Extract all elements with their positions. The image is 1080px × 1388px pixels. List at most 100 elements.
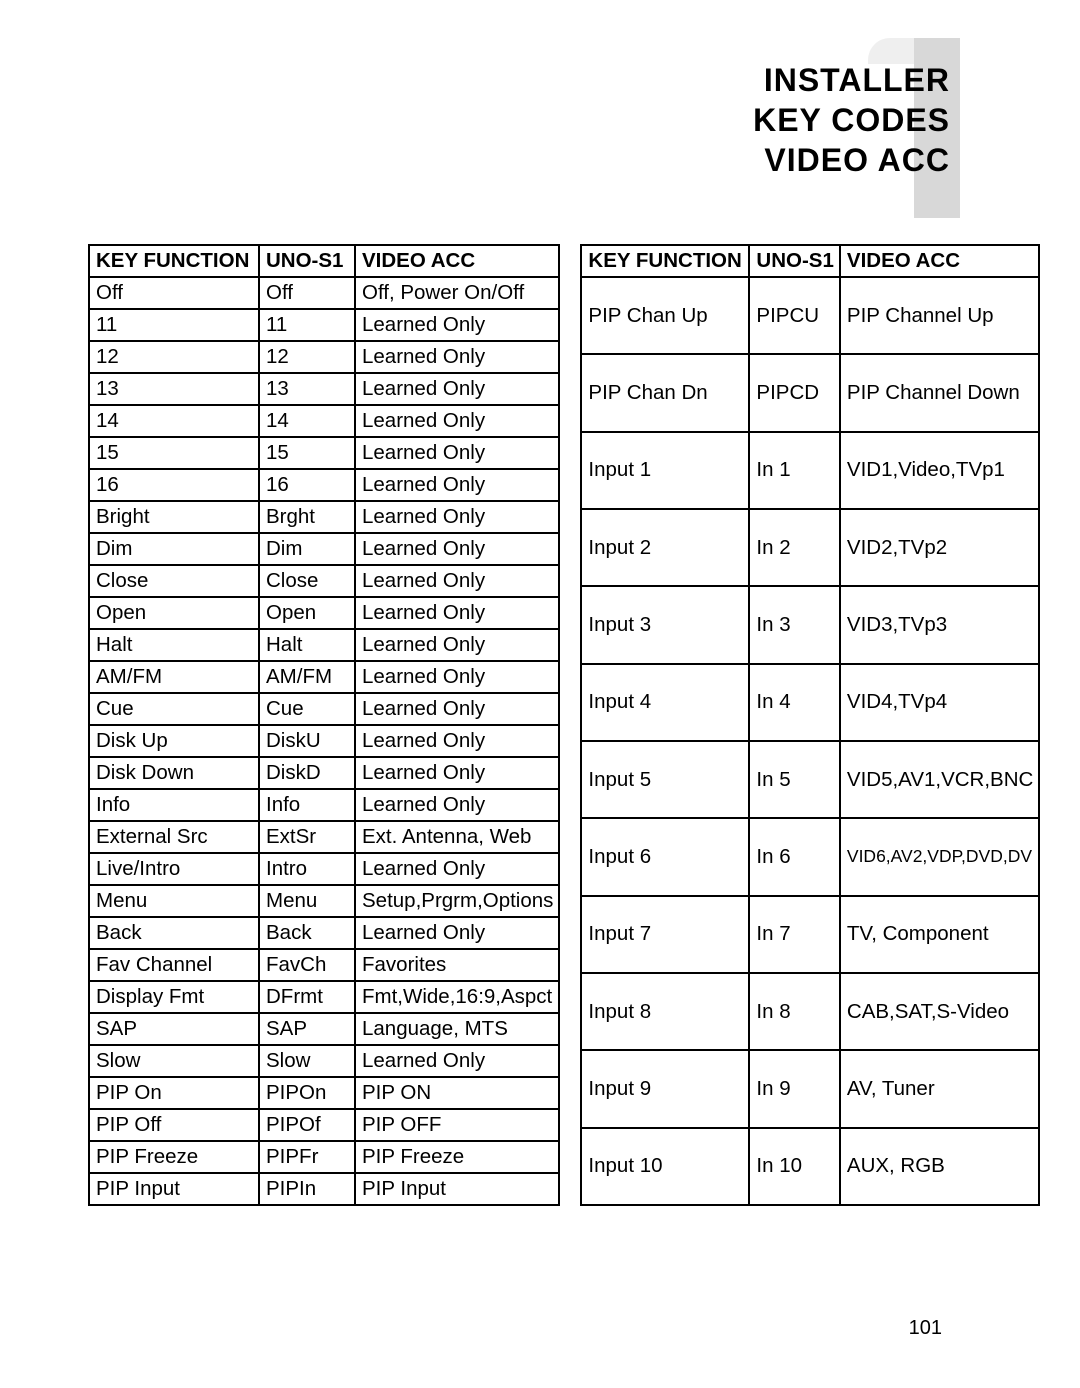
page-number: 101	[909, 1317, 942, 1340]
table-row: AM/FMAM/FMLearned Only	[89, 661, 559, 693]
table-cell: Off	[259, 277, 355, 309]
table-cell: Open	[259, 597, 355, 629]
table-cell: PIP Freeze	[89, 1141, 259, 1173]
table-cell: Open	[89, 597, 259, 629]
table-cell: SAP	[89, 1013, 259, 1045]
table-cell: Learned Only	[355, 917, 559, 949]
table-row: Fav ChannelFavChFavorites	[89, 949, 559, 981]
table-cell: In 3	[749, 586, 839, 663]
table-cell: VID3,TVp3	[840, 586, 1039, 663]
table-cell: PIPOf	[259, 1109, 355, 1141]
tables-container: KEY FUNCTION UNO-S1 VIDEO ACC OffOffOff,…	[88, 244, 1040, 1206]
table-cell: Input 8	[581, 973, 749, 1050]
table-cell: Learned Only	[355, 853, 559, 885]
table-row: External SrcExtSrExt. Antenna, Web	[89, 821, 559, 853]
table-cell: Input 5	[581, 741, 749, 818]
table-row: OpenOpenLearned Only	[89, 597, 559, 629]
table-cell: In 4	[749, 664, 839, 741]
table-row: Disk DownDiskDLearned Only	[89, 757, 559, 789]
table-cell: In 5	[749, 741, 839, 818]
table-cell: Back	[89, 917, 259, 949]
table-cell: In 6	[749, 818, 839, 895]
keycodes-table-right: KEY FUNCTION UNO-S1 VIDEO ACC PIP Chan U…	[580, 244, 1040, 1206]
table-cell: DiskU	[259, 725, 355, 757]
table-cell: Input 9	[581, 1050, 749, 1127]
table-cell: In 8	[749, 973, 839, 1050]
table-cell: AV, Tuner	[840, 1050, 1039, 1127]
table-cell: Learned Only	[355, 373, 559, 405]
table-row: 1515Learned Only	[89, 437, 559, 469]
table-cell: PIP Freeze	[355, 1141, 559, 1173]
table-row: 1313Learned Only	[89, 373, 559, 405]
table-cell: Input 2	[581, 509, 749, 586]
table-cell: Close	[259, 565, 355, 597]
table-cell: Disk Down	[89, 757, 259, 789]
table-cell: FavCh	[259, 949, 355, 981]
table-cell: PIPFr	[259, 1141, 355, 1173]
table-cell: Cue	[259, 693, 355, 725]
table-row: 1212Learned Only	[89, 341, 559, 373]
table-cell: PIP Chan Up	[581, 277, 749, 354]
table-cell: VID2,TVp2	[840, 509, 1039, 586]
table-cell: Learned Only	[355, 693, 559, 725]
table-row: CloseCloseLearned Only	[89, 565, 559, 597]
table-cell: VID6,AV2,VDP,DVD,DV	[840, 818, 1039, 895]
table-row: Input 7In 7TV, Component	[581, 896, 1039, 973]
table-cell: Input 7	[581, 896, 749, 973]
table-cell: PIP Off	[89, 1109, 259, 1141]
table-row: PIP FreezePIPFrPIP Freeze	[89, 1141, 559, 1173]
table-cell: Display Fmt	[89, 981, 259, 1013]
header-line-3: VIDEO ACC	[753, 140, 950, 180]
table-cell: TV, Component	[840, 896, 1039, 973]
table-cell: PIP Input	[355, 1173, 559, 1205]
table-cell: Learned Only	[355, 469, 559, 501]
table-cell: Learned Only	[355, 533, 559, 565]
table-cell: External Src	[89, 821, 259, 853]
table-cell: AM/FM	[259, 661, 355, 693]
table-cell: Slow	[89, 1045, 259, 1077]
table-cell: Learned Only	[355, 725, 559, 757]
table-cell: PIPCD	[749, 354, 839, 431]
table-cell: AUX, RGB	[840, 1128, 1039, 1205]
table-cell: Input 1	[581, 432, 749, 509]
table-cell: 16	[259, 469, 355, 501]
table-cell: In 7	[749, 896, 839, 973]
table-cell: Menu	[259, 885, 355, 917]
table-cell: PIPCU	[749, 277, 839, 354]
table-cell: Learned Only	[355, 565, 559, 597]
table-cell: PIP ON	[355, 1077, 559, 1109]
table-row: Input 8In 8CAB,SAT,S-Video	[581, 973, 1039, 1050]
table-cell: Halt	[259, 629, 355, 661]
table-row: PIP OffPIPOfPIP OFF	[89, 1109, 559, 1141]
table-row: SlowSlowLearned Only	[89, 1045, 559, 1077]
table-row: BrightBrghtLearned Only	[89, 501, 559, 533]
table-row: PIP Chan DnPIPCDPIP Channel Down	[581, 354, 1039, 431]
table-cell: Input 6	[581, 818, 749, 895]
table-cell: DiskD	[259, 757, 355, 789]
col-video-acc: VIDEO ACC	[355, 245, 559, 277]
table-row: MenuMenuSetup,Prgrm,Options	[89, 885, 559, 917]
table-cell: 16	[89, 469, 259, 501]
table-cell: In 2	[749, 509, 839, 586]
table-cell: 11	[259, 309, 355, 341]
table-cell: VID5,AV1,VCR,BNC	[840, 741, 1039, 818]
table-cell: Close	[89, 565, 259, 597]
table-cell: Menu	[89, 885, 259, 917]
table-cell: 12	[89, 341, 259, 373]
table-cell: Learned Only	[355, 501, 559, 533]
table-row: Input 6In 6VID6,AV2,VDP,DVD,DV	[581, 818, 1039, 895]
table-cell: In 1	[749, 432, 839, 509]
table-row: Input 2In 2VID2,TVp2	[581, 509, 1039, 586]
table-cell: 15	[89, 437, 259, 469]
table-row: Input 5In 5VID5,AV1,VCR,BNC	[581, 741, 1039, 818]
table-cell: Learned Only	[355, 309, 559, 341]
table-row: HaltHaltLearned Only	[89, 629, 559, 661]
table-cell: PIP Chan Dn	[581, 354, 749, 431]
table-cell: Input 4	[581, 664, 749, 741]
table-header-row: KEY FUNCTION UNO-S1 VIDEO ACC	[581, 245, 1039, 277]
table-cell: Language, MTS	[355, 1013, 559, 1045]
header-line-1: INSTALLER	[753, 60, 950, 100]
table-cell: PIP On	[89, 1077, 259, 1109]
table-row: Input 4In 4VID4,TVp4	[581, 664, 1039, 741]
table-cell: Learned Only	[355, 789, 559, 821]
